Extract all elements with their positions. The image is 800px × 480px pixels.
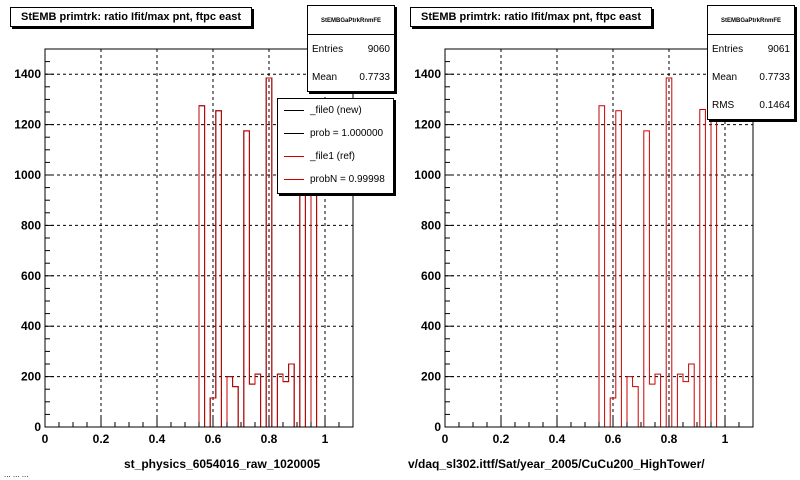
- stats-value: 0.1464: [759, 99, 790, 111]
- histogram-plot-left: 0 0.2 0.4 0.6 0.8 1 0 200 400 600 800 1000 1200 1400: [14, 48, 354, 446]
- stats-label: Entries: [312, 43, 344, 55]
- stats-value: 9060: [367, 43, 390, 55]
- legend-swatch: [284, 110, 304, 111]
- stats-row-mean: Mean 0.7733: [308, 63, 394, 91]
- x-axis-title: st_physics_6054016_raw_1020005: [124, 457, 321, 471]
- y-tick-label: 1400: [14, 67, 41, 81]
- legend-entry-new: _file0 (new): [278, 99, 393, 122]
- y-tick-label: 1000: [14, 168, 41, 182]
- y-tick-label: 200: [21, 370, 41, 384]
- y-tick-label: 600: [21, 269, 41, 283]
- legend-entry-probn: probN = 0.99998: [278, 168, 393, 191]
- x-tick-label: 0.2: [93, 432, 110, 446]
- x-tick-label: 0: [442, 432, 449, 446]
- x-tick-label: 0.4: [149, 432, 166, 446]
- y-tick-label: 1200: [414, 118, 441, 132]
- stats-box: StEMBGaPtrkRnmFE Entries 9060 Mean 0.773…: [307, 5, 395, 92]
- stats-box: StEMBGaPtrkRnmFE Entries 9061 Mean 0.773…: [707, 5, 795, 120]
- legend-label: prob = 1.000000: [310, 128, 384, 139]
- histogram-series-line: [445, 77, 753, 428]
- stats-row-entries: Entries 9060: [308, 35, 394, 63]
- stats-label: Mean: [712, 71, 738, 83]
- histogram-panel-right: 0 0.2 0.4 0.6 0.8 1 0 200 400 600 800 1000 1200 1400 …: [400, 0, 800, 480]
- legend-label: probN = 0.99998: [310, 174, 385, 185]
- x-axis-title: v/daq_sl302.ittf/Sat/year_2005/CuCu200_H…: [408, 457, 705, 471]
- y-tick-label: 400: [421, 319, 441, 333]
- legend-box: _file0 (new) prob = 1.000000 _file1 (ref…: [277, 98, 394, 194]
- stats-value: 0.7733: [359, 71, 390, 83]
- x-tick-label: 0.8: [261, 432, 278, 446]
- x-tick-label: 0.2: [493, 432, 510, 446]
- x-tick-label: 0: [42, 432, 49, 446]
- x-tick-label: 0.6: [205, 432, 222, 446]
- stats-label: Mean: [312, 71, 338, 83]
- y-tick-label: 0: [434, 420, 441, 434]
- stats-row-mean: Mean 0.7733: [708, 63, 794, 91]
- legend-swatch: [284, 156, 304, 157]
- y-tick-label: 1000: [414, 168, 441, 182]
- x-tick-label: 0.6: [605, 432, 622, 446]
- stats-label: RMS: [712, 99, 735, 111]
- stats-row-rms: RMS 0.1464: [708, 91, 794, 119]
- legend-label: _file0 (new): [310, 105, 362, 116]
- legend-entry-prob: prob = 1.000000: [278, 122, 393, 145]
- legend-label: _file1 (ref): [310, 151, 356, 162]
- legend-swatch: [284, 133, 304, 134]
- x-tick-label: 0.8: [661, 432, 678, 446]
- histogram-plot-right: 0 0.2 0.4 0.6 0.8 1 0 200 400 600 800 1000 1200 1400: [414, 48, 754, 446]
- footer-text: ... ... ...: [4, 470, 29, 479]
- histogram-panel-left: 0 0.2 0.4 0.6 0.8 1 0 200 400 600 800 1000 1200 1400 …: [10, 5, 395, 471]
- y-tick-label: 400: [21, 319, 41, 333]
- y-tick-label: 0: [34, 420, 41, 434]
- stats-value: 0.7733: [759, 71, 790, 83]
- x-tick-label: 0.4: [549, 432, 566, 446]
- y-tick-label: 800: [21, 218, 41, 232]
- y-tick-label: 1200: [14, 118, 41, 132]
- plot-title: StEMB primtrk: ratio Ifit/max pnt, ftpc …: [10, 7, 253, 27]
- stats-value: 9061: [767, 43, 790, 55]
- x-tick-label: 1: [722, 432, 729, 446]
- plot-title: StEMB primtrk: ratio Ifit/max pnt, ftpc …: [410, 7, 653, 27]
- y-tick-label: 800: [421, 218, 441, 232]
- stats-row-entries: Entries 9061: [708, 35, 794, 63]
- stats-label: Entries: [712, 43, 744, 55]
- y-tick-label: 1400: [414, 67, 441, 81]
- legend-entry-ref: _file1 (ref): [278, 145, 393, 168]
- stats-name: StEMBGaPtrkRnmFE: [308, 6, 394, 35]
- y-tick-label: 200: [421, 370, 441, 384]
- x-tick-label: 1: [322, 432, 329, 446]
- legend-swatch: [284, 179, 304, 180]
- y-tick-label: 600: [421, 269, 441, 283]
- stats-name: StEMBGaPtrkRnmFE: [708, 6, 794, 35]
